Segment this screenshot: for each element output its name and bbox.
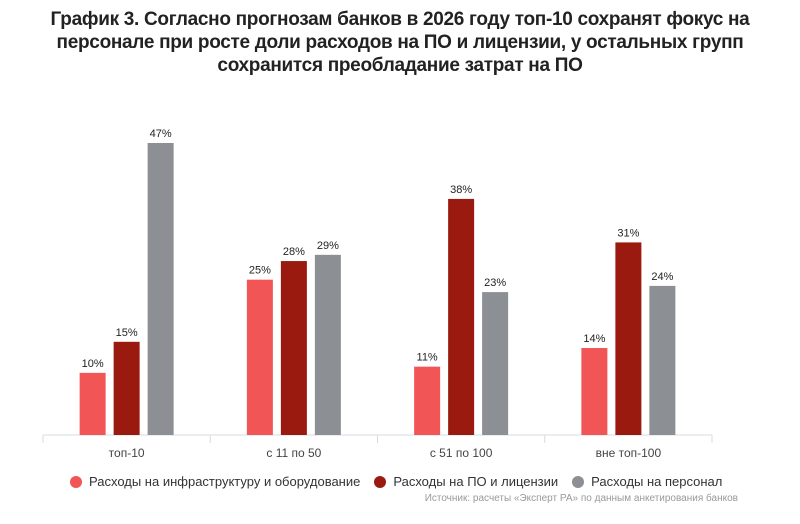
bar bbox=[246, 279, 273, 435]
x-tick-label: вне топ-100 bbox=[596, 446, 662, 460]
legend-marker bbox=[374, 475, 387, 488]
bar bbox=[448, 198, 475, 435]
source-note: Источник: расчеты «Эксперт РА» по данным… bbox=[424, 493, 738, 504]
legend-label: Расходы на инфраструктуру и оборудование bbox=[89, 474, 361, 489]
data-label: 10% bbox=[82, 358, 104, 370]
data-label: 31% bbox=[617, 227, 639, 239]
x-tick-label: с 51 по 100 bbox=[430, 446, 493, 460]
bar bbox=[414, 366, 441, 435]
data-label: 15% bbox=[116, 327, 138, 339]
legend-label: Расходы на персонал bbox=[591, 474, 723, 489]
bar bbox=[314, 254, 341, 435]
x-tick-label: топ-10 bbox=[109, 446, 145, 460]
legend: Расходы на инфраструктуру и оборудование… bbox=[70, 474, 722, 489]
data-label: 29% bbox=[317, 240, 339, 252]
chart-title: График 3. Согласно прогнозам банков в 20… bbox=[50, 9, 750, 76]
data-label: 23% bbox=[484, 277, 506, 289]
data-label: 25% bbox=[249, 265, 271, 277]
bar bbox=[113, 341, 140, 435]
data-label: 38% bbox=[450, 184, 472, 196]
bar bbox=[79, 372, 106, 435]
legend-item: Расходы на персонал bbox=[572, 474, 722, 489]
x-tick-label: с 11 по 50 bbox=[266, 446, 321, 460]
bar bbox=[615, 242, 642, 435]
data-label: 24% bbox=[651, 271, 673, 283]
bar bbox=[147, 143, 174, 435]
data-label: 28% bbox=[283, 246, 305, 258]
legend-marker bbox=[572, 475, 585, 488]
data-label: 47% bbox=[150, 128, 172, 140]
bar bbox=[649, 285, 676, 435]
bar bbox=[482, 292, 509, 435]
data-label: 11% bbox=[417, 352, 438, 364]
data-label: 14% bbox=[583, 333, 605, 345]
legend-label: Расходы на ПО и лицензии bbox=[393, 474, 559, 489]
legend-marker bbox=[70, 475, 82, 488]
legend-item: Расходы на ПО и лицензии bbox=[374, 474, 558, 489]
bar bbox=[280, 261, 307, 435]
bar bbox=[581, 348, 608, 435]
legend-item: Расходы на инфраструктуру и оборудование bbox=[70, 474, 360, 489]
